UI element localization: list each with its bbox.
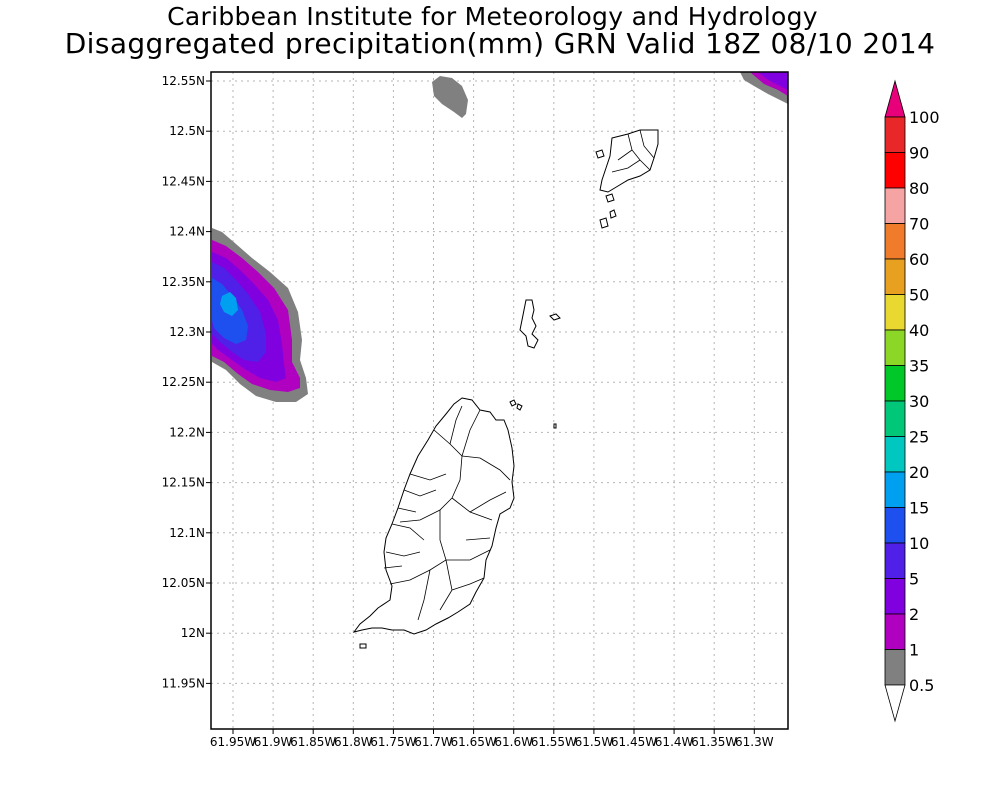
lon-tick-label: 61.75W [370, 735, 416, 749]
colorbar-label: 10 [909, 534, 929, 553]
colorbar-segment [884, 578, 906, 615]
carriacou-islet-4 [605, 193, 615, 203]
colorbar-segment [884, 365, 906, 402]
colorbar-top-arrow [884, 79, 906, 118]
lon-tick-label: 61.3W [735, 735, 774, 749]
carriacou-islet-1 [595, 149, 605, 159]
colorbar-label: 15 [909, 499, 929, 518]
grenada-parish-lines [383, 405, 511, 621]
lon-tick-label: 61.45W [611, 735, 657, 749]
colorbar-segment [884, 258, 906, 295]
colorbar-segment [884, 187, 906, 224]
plot-frame [210, 71, 789, 730]
colorbar-segment [884, 436, 906, 473]
longitude-axis: 61.95W61.9W61.85W61.8W61.75W61.7W61.65W6… [210, 729, 774, 749]
lon-tick-label: 61.4W [655, 735, 694, 749]
lon-tick-label: 61.95W [210, 735, 256, 749]
colorbar-legend: 100 90 80 70 60 50 40 35 30 25 20 15 10 5 2 1 0.5 [884, 79, 940, 723]
middle-islands [519, 299, 539, 349]
colorbar-label: 100 [909, 108, 940, 127]
lat-tick-label: 12.1N [169, 526, 205, 540]
colorbar-segment [884, 542, 906, 579]
lat-tick-label: 12N [181, 626, 205, 640]
colorbar-label: 40 [909, 321, 929, 340]
lat-tick-label: 12.55N [162, 74, 205, 88]
colorbar-bottom-arrow [884, 684, 906, 723]
colorbar-label: 20 [909, 463, 929, 482]
colorbar-label: 2 [909, 605, 919, 624]
colorbar-label: 25 [909, 428, 929, 447]
lat-tick-label: 12.45N [162, 174, 205, 188]
colorbar-label: 30 [909, 392, 929, 411]
colorbar-label: 70 [909, 215, 929, 234]
colorbar-label: 0.5 [909, 676, 934, 695]
lon-tick-label: 61.5W [575, 735, 614, 749]
colorbar-label: 35 [909, 357, 929, 376]
lon-tick-label: 61.8W [334, 735, 373, 749]
colorbar-segment [884, 294, 906, 331]
grenada-islet-2 [509, 399, 517, 407]
middle-islet-2 [549, 313, 561, 321]
colorbar-label: 90 [909, 144, 929, 163]
colorbar-label: 1 [909, 641, 919, 660]
lat-tick-label: 12.2N [169, 425, 205, 439]
lon-tick-label: 61.7W [414, 735, 453, 749]
lon-tick-label: 61.65W [450, 735, 496, 749]
colorbar-label: 80 [909, 179, 929, 198]
colorbar-segment [884, 329, 906, 366]
lat-tick-label: 11.95N [162, 676, 205, 690]
carriacou-islet-3 [609, 209, 617, 219]
precip-west-lightblue [220, 292, 238, 316]
lon-tick-label: 61.9W [254, 735, 293, 749]
colorbar-segment [884, 613, 906, 650]
colorbar-label: 50 [909, 286, 929, 305]
colorbar-label: 5 [909, 570, 919, 589]
lat-tick-label: 12.3N [169, 325, 205, 339]
land-outlines [352, 129, 659, 649]
precip-shading [212, 72, 788, 402]
carriacou-parish-lines [611, 129, 655, 173]
title-line-1: Caribbean Institute for Meteorology and … [167, 2, 818, 31]
grenada-islet-4 [553, 423, 557, 429]
title-line-2: Disaggregated precipitation(mm) GRN Vali… [64, 27, 936, 60]
lat-tick-label: 12.05N [162, 576, 205, 590]
lon-tick-label: 61.35W [691, 735, 737, 749]
lat-tick-label: 12.35N [162, 275, 205, 289]
colorbar-label: 60 [909, 250, 929, 269]
grenada-island [352, 397, 515, 635]
grenada-islet-3 [516, 403, 523, 411]
colorbar-segment [884, 152, 906, 189]
grenada-islet-1 [359, 643, 367, 649]
lat-tick-label: 12.5N [169, 124, 205, 138]
colorbar-segment [884, 649, 906, 686]
carriacou-islet-2 [599, 217, 609, 229]
colorbar-segment [884, 400, 906, 437]
colorbar-segment [884, 116, 906, 153]
lon-tick-label: 61.55W [531, 735, 577, 749]
precip-north-gray [432, 76, 468, 118]
lat-tick-label: 12.4N [169, 225, 205, 239]
lat-tick-label: 12.25N [162, 375, 205, 389]
lat-tick-label: 12.15N [162, 476, 205, 490]
colorbar-segment [884, 507, 906, 544]
precip-northeast-purple [758, 72, 788, 90]
colorbar-segment [884, 471, 906, 508]
colorbar-segment [884, 223, 906, 260]
lon-tick-label: 61.85W [290, 735, 336, 749]
latitude-axis: 12.55N 12.5N 12.45N 12.4N 12.35N 12.3N 12.25N 1… [162, 74, 211, 690]
lon-tick-label: 61.6W [494, 735, 533, 749]
